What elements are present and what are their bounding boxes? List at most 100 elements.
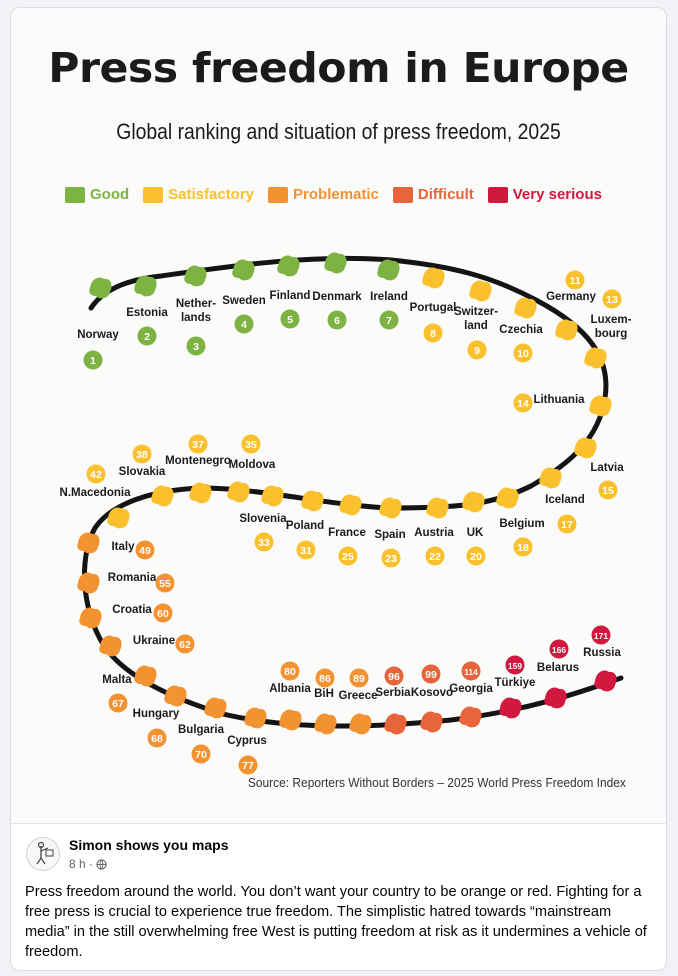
country-shape (499, 697, 522, 719)
country-marker[interactable]: Russia 171 (583, 625, 621, 692)
legend-label: Very serious (512, 186, 602, 203)
country-marker[interactable]: Lithuania 14 (513, 393, 612, 417)
rank-badge (549, 639, 569, 659)
country-marker[interactable]: Luxem-bourg 13 (584, 289, 632, 369)
country-marker[interactable]: Czechia 10 (499, 297, 543, 363)
author-name[interactable]: Simon shows you maps (69, 837, 229, 853)
country-label: Malta (102, 674, 132, 686)
country-label: N.Macedonia (60, 487, 132, 499)
rank-number: 13 (606, 294, 618, 306)
country-label: Türkiye (495, 677, 536, 689)
country-marker[interactable]: Denmark 6 (312, 252, 362, 330)
ranking-snake-chart: Norway 1 Estonia 2 Nether-lands 3 Sweden 4 Finla… (60, 252, 632, 775)
country-marker[interactable]: BiH 86 (314, 668, 337, 735)
country-marker[interactable]: Serbia 96 (375, 666, 411, 735)
country-shape (324, 252, 347, 274)
country-marker[interactable]: Austria 22 (414, 497, 454, 566)
country-marker[interactable]: Iceland 17 (539, 467, 585, 534)
country-marker[interactable]: Bulgaria 70 (178, 697, 227, 764)
country-marker[interactable]: Finland 5 (270, 255, 311, 329)
country-marker[interactable]: Albania 80 (269, 661, 311, 731)
country-marker[interactable]: Ukraine 62 (99, 634, 195, 657)
avatar[interactable] (26, 837, 60, 871)
country-label: Poland (286, 520, 324, 532)
rank-number: 3 (193, 341, 199, 353)
rank-badge (467, 340, 487, 360)
rank-number: 96 (388, 671, 400, 683)
rank-badge (598, 480, 618, 500)
country-marker[interactable]: Estonia 2 (126, 275, 168, 346)
country-marker[interactable]: Türkiye 159 (495, 655, 536, 719)
rank-badge (108, 693, 128, 713)
country-shape (279, 709, 302, 731)
country-marker[interactable]: Switzer-land 9 (454, 280, 498, 360)
country-marker[interactable]: Greece 89 (338, 668, 378, 735)
rank-number: 99 (425, 669, 437, 681)
country-marker[interactable]: Nether-lands 3 (176, 265, 216, 356)
country-shape (574, 437, 597, 459)
rank-badge (315, 668, 335, 688)
country-shape (107, 507, 130, 529)
rank-number: 37 (192, 439, 204, 451)
rank-badge (513, 393, 533, 413)
country-marker[interactable]: France 25 (328, 494, 366, 566)
country-marker[interactable]: Slovakia 38 (119, 444, 174, 507)
rank-number: 22 (429, 551, 441, 563)
country-marker[interactable]: Norway 1 (77, 277, 119, 370)
country-label: Croatia (112, 604, 152, 616)
legend-swatch (268, 186, 289, 203)
country-marker[interactable]: Malta 67 (102, 665, 157, 713)
country-shape (244, 707, 267, 729)
rank-badge (135, 540, 155, 560)
country-marker[interactable]: N.Macedonia 42 (60, 464, 132, 529)
rank-number: 171 (594, 631, 608, 641)
country-marker[interactable]: UK 20 (462, 491, 486, 566)
country-marker[interactable]: Georgia 114 (449, 661, 493, 728)
country-shape (232, 259, 255, 281)
rank-badge (421, 664, 441, 684)
country-shape (77, 532, 100, 554)
country-marker[interactable]: Latvia 15 (574, 437, 624, 500)
country-shape (379, 497, 402, 519)
rank-badge (137, 326, 157, 346)
country-shape (134, 665, 157, 687)
country-label: Greece (338, 690, 377, 702)
infographic-image[interactable]: Press freedom in Europe Global ranking a… (11, 8, 666, 824)
country-marker[interactable]: Italy 49 (77, 532, 155, 560)
country-label: Slovakia (119, 466, 166, 478)
country-label: Switzer-land (454, 306, 498, 332)
country-marker[interactable]: Kosovo 99 (411, 664, 453, 733)
country-label: Denmark (312, 291, 362, 303)
country-marker[interactable]: Croatia 60 (79, 603, 173, 629)
country-label: Belgium (499, 518, 544, 530)
country-shape (277, 255, 300, 277)
country-marker[interactable]: Slovenia 33 (239, 485, 287, 552)
country-marker[interactable]: Germany 11 (546, 270, 597, 341)
country-marker[interactable]: Poland 31 (286, 490, 324, 560)
source-note: Source: Reporters Without Borders – 2025… (247, 775, 626, 790)
country-marker[interactable]: Spain 23 (374, 497, 406, 568)
legend-item: Difficult (392, 186, 474, 203)
country-marker[interactable]: Belgium 18 (496, 487, 545, 557)
rank-badge (466, 546, 486, 566)
country-label: Cyprus (227, 735, 267, 747)
rank-badge (513, 343, 533, 363)
country-label: Spain (374, 529, 405, 541)
legend-item: Good (65, 186, 129, 203)
country-marker[interactable]: Belarus 166 (537, 639, 579, 709)
rank-badge (186, 336, 206, 356)
country-marker[interactable]: Montenegro 37 (165, 434, 231, 504)
country-marker[interactable]: Moldova 35 (227, 434, 276, 503)
country-label: France (328, 527, 366, 539)
rank-badge (557, 514, 577, 534)
country-marker[interactable]: Portugal 8 (410, 267, 457, 343)
rank-number: 5 (287, 314, 293, 326)
country-marker[interactable]: Ireland 7 (370, 259, 408, 330)
country-marker[interactable]: Cyprus 77 (227, 707, 267, 775)
country-label: Montenegro (165, 455, 231, 467)
country-marker[interactable]: Romania 55 (77, 572, 175, 594)
country-marker[interactable]: Sweden 4 (222, 259, 266, 334)
rank-number: 15 (602, 485, 614, 497)
country-marker[interactable]: Hungary 68 (133, 685, 187, 748)
post-time[interactable]: 8 h (69, 857, 86, 871)
